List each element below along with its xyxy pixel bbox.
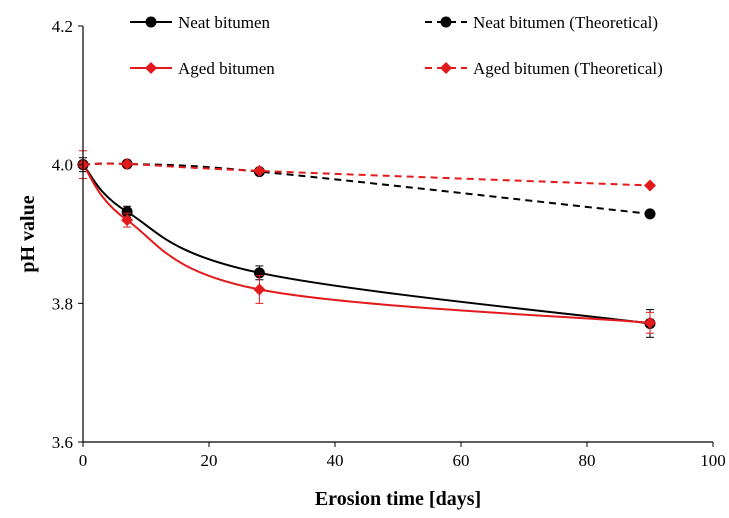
data-point [121,206,133,218]
legend-marker [440,62,452,74]
legend-item: Aged bitumen (Theoretical) [425,59,663,78]
series-neat-bitumen [77,157,656,338]
series-line [82,162,651,215]
x-tick-label: 60 [453,451,470,470]
axes [82,26,713,443]
data-point [644,316,656,329]
ticks: 0 20 40 60 80 100 3.6 3.8 4.0 4.2 [52,17,726,470]
x-tick-label: 100 [700,451,726,470]
x-tick-label: 80 [579,451,596,470]
series-aged-bitumen-theoretical [77,157,656,192]
legend-item: Neat bitumen [130,13,271,32]
data-point [253,283,266,296]
legend-label: Aged bitumen (Theoretical) [473,59,663,78]
x-tick-label: 0 [79,451,88,470]
legend-item: Aged bitumen [130,59,275,78]
y-tick-label: 4.0 [52,156,73,175]
data-point [121,157,134,170]
legend-marker [145,16,157,28]
y-axis-title: pH value [17,195,39,272]
data-point [644,179,656,192]
series-aged-bitumen [77,150,656,334]
legend-label: Aged bitumen [178,59,275,78]
x-tick-label: 40 [327,451,344,470]
y-tick-label: 4.2 [52,17,73,36]
legend-label: Neat bitumen [178,13,271,32]
series-line [82,162,651,187]
x-tick-label: 20 [201,451,218,470]
series-line [82,164,651,324]
y-tick-label: 3.8 [52,294,73,313]
x-axis-title: Erosion time [days] [315,488,481,510]
plot-area [77,150,656,338]
legend-marker [440,16,452,28]
series-neat-bitumen-theoretical [77,158,656,220]
legend: Neat bitumen Aged bitumen Neat bitumen (Th… [130,13,663,78]
series-line [82,163,651,325]
data-point [253,164,266,177]
y-tick-label: 3.6 [52,433,73,452]
legend-item: Neat bitumen (Theoretical) [425,13,658,32]
data-point [644,208,656,220]
data-point [121,214,134,227]
legend-marker [145,62,157,74]
legend-label: Neat bitumen (Theoretical) [473,13,658,32]
